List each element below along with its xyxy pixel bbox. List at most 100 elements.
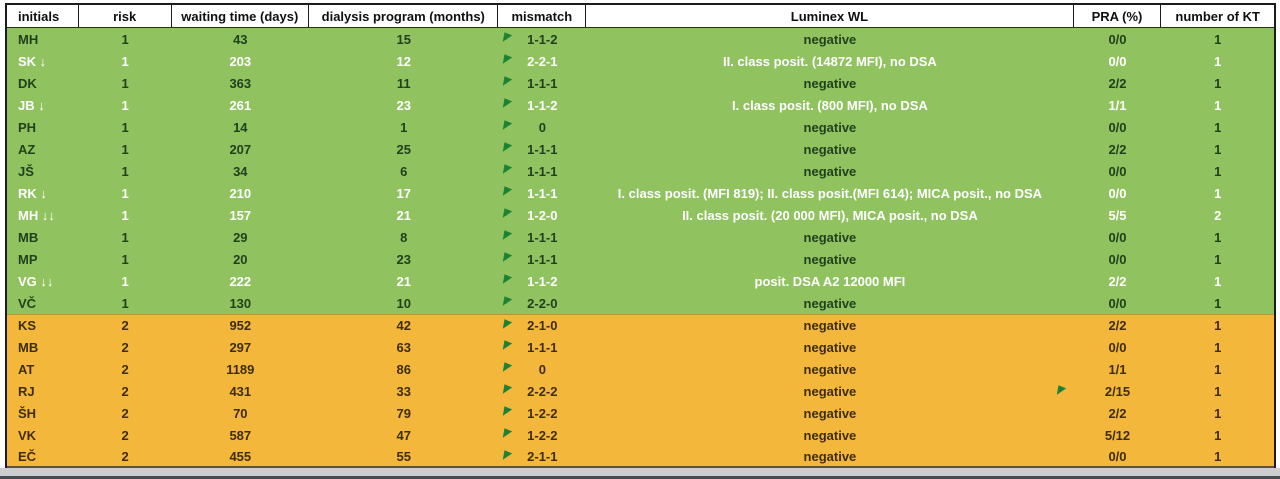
cell-luminex-wl: negative (586, 72, 1073, 94)
cell-initials: JB ↓ (18, 97, 45, 113)
cell-risk: 2 (121, 405, 129, 421)
cell-waiting-time: 20 (233, 251, 248, 267)
cell-initials: AT (18, 361, 35, 377)
cell-dialysis-program: 86 (396, 361, 411, 377)
cell-dialysis-program: 15 (396, 31, 411, 47)
cell-initials: VČ (18, 295, 37, 311)
cell-dialysis-program: 11 (396, 75, 411, 91)
table-row: VK 2 587 47 1-2-2 negative 5/12 1 (7, 424, 1274, 446)
column-header-number-of-kt: number of KT (1175, 8, 1260, 24)
cell-luminex-wl: negative (586, 380, 1073, 402)
mismatch-value: 2-1-0 (527, 318, 558, 333)
column-header-mismatch: mismatch (498, 5, 587, 27)
cell-initials: VG ↓↓ (18, 273, 54, 289)
cell-error-flag-icon (503, 142, 513, 152)
cell-luminex-wl: negative (586, 116, 1073, 138)
table-row: MH ↓↓ 1 157 21 1-2-0 II. class posit. (2… (7, 204, 1274, 226)
luminex-value: negative (803, 448, 857, 464)
cell-dialysis-program: 42 (396, 318, 411, 333)
cell-waiting-time: 210 (229, 185, 252, 201)
cell-waiting-time: 43 (233, 31, 248, 47)
cell-number-of-kt: 1 (1214, 295, 1222, 311)
mismatch-value: 2-2-2 (527, 383, 558, 399)
luminex-value: negative (803, 383, 857, 399)
cell-waiting-time: 363 (229, 75, 252, 91)
column-header-initials: initials (7, 5, 79, 27)
cell-error-flag-icon (503, 186, 513, 196)
cell-number-of-kt: 1 (1214, 383, 1222, 399)
cell-risk: 1 (121, 53, 129, 69)
cell-risk: 1 (121, 229, 129, 245)
cell-initials: RK ↓ (18, 185, 47, 201)
cell-risk: 2 (121, 361, 129, 377)
cell-waiting-time: 203 (229, 53, 252, 69)
cell-pra: 0/0 (1108, 31, 1127, 47)
cell-pra: 0/0 (1108, 229, 1127, 245)
cell-number-of-kt: 1 (1214, 229, 1222, 245)
cell-dialysis-program: 21 (396, 273, 411, 289)
table-row: MB 1 29 8 1-1-1 negative 0/0 1 (7, 226, 1274, 248)
table-row: JŠ 1 34 6 1-1-1 negative 0/0 1 (7, 160, 1274, 182)
cell-number-of-kt: 1 (1214, 273, 1222, 289)
cell-luminex-wl: negative (586, 402, 1073, 424)
cell-pra: 5/5 (1108, 207, 1127, 223)
cell-risk: 2 (121, 448, 129, 464)
cell-number-of-kt: 1 (1214, 185, 1222, 201)
cell-luminex-wl: II. class posit. (20 000 MFI), MICA posi… (586, 204, 1073, 226)
table-row: PH 1 14 1 0 negative 0/0 1 (7, 116, 1274, 138)
cell-error-flag-icon (503, 340, 513, 350)
cell-pra: 0/0 (1108, 251, 1127, 267)
cell-mismatch: 1-1-1 (498, 336, 586, 358)
cell-waiting-time: 431 (229, 383, 252, 399)
cell-risk: 2 (121, 318, 129, 333)
cell-risk: 1 (121, 119, 129, 135)
cell-number-of-kt: 1 (1214, 361, 1222, 377)
cell-dialysis-program: 17 (396, 185, 411, 201)
luminex-value: negative (803, 427, 857, 443)
cell-number-of-kt: 1 (1214, 141, 1222, 157)
cell-dialysis-program: 23 (396, 97, 411, 113)
cell-dialysis-program: 47 (396, 427, 411, 443)
mismatch-value: 1-1-1 (527, 251, 558, 267)
cell-mismatch: 1-1-2 (498, 270, 586, 292)
cell-luminex-wl: negative (586, 424, 1073, 446)
cell-waiting-time: 207 (229, 141, 252, 157)
luminex-value: I. class posit. (MFI 819); II. class pos… (617, 185, 1043, 201)
table-header-row: initials risk waiting time (days) dialys… (7, 5, 1274, 28)
cell-mismatch: 2-2-0 (498, 292, 586, 314)
cell-number-of-kt: 2 (1214, 207, 1222, 223)
luminex-value: negative (803, 339, 857, 355)
table-row: JB ↓ 1 261 23 1-1-2 I. class posit. (800… (7, 94, 1274, 116)
cell-pra: 5/12 (1104, 427, 1131, 443)
cell-error-flag-icon (503, 98, 513, 108)
cell-initials: EČ (18, 448, 37, 464)
cell-initials: MH ↓↓ (18, 207, 55, 223)
cell-dialysis-program: 63 (396, 339, 411, 355)
cell-risk: 2 (121, 427, 129, 443)
table-row: VČ 1 130 10 2-2-0 negative 0/0 1 (7, 292, 1274, 314)
cell-mismatch: 2-1-1 (498, 446, 586, 466)
cell-dialysis-program: 8 (400, 229, 408, 245)
cell-number-of-kt: 1 (1214, 318, 1222, 333)
cell-risk: 1 (121, 295, 129, 311)
cell-mismatch: 1-2-0 (498, 204, 586, 226)
mismatch-value: 0 (538, 361, 546, 377)
cell-luminex-wl: negative (586, 138, 1073, 160)
cell-risk: 1 (121, 97, 129, 113)
cell-pra: 0/0 (1108, 295, 1127, 311)
cell-risk: 1 (121, 207, 129, 223)
table-row: MP 1 20 23 1-1-1 negative 0/0 1 (7, 248, 1274, 270)
mismatch-value: 1-2-2 (527, 427, 558, 443)
cell-waiting-time: 1189 (226, 361, 255, 377)
column-header-pra: PRA (%) (1074, 5, 1162, 27)
cell-mismatch: 1-1-1 (498, 160, 586, 182)
luminex-value: negative (803, 119, 857, 135)
cell-waiting-time: 587 (229, 427, 252, 443)
cell-initials: MP (18, 251, 38, 267)
cell-luminex-wl: negative (586, 358, 1073, 380)
column-header-luminex-wl: Luminex WL (586, 5, 1074, 27)
cell-pra: 0/0 (1108, 163, 1127, 179)
luminex-value: II. class posit. (14872 MFI), no DSA (722, 53, 937, 69)
cell-luminex-wl: posit. DSA A2 12000 MFI (586, 270, 1073, 292)
